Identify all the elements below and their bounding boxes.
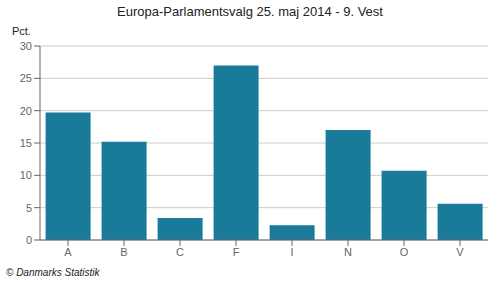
svg-text:O: O bbox=[400, 246, 409, 258]
svg-text:N: N bbox=[344, 246, 352, 258]
svg-text:V: V bbox=[456, 246, 464, 258]
html-text:Europa-Parlamentsvalg 25. maj: Europa-Parlamentsvalg 25. maj 2014 - 9. … bbox=[117, 4, 383, 19]
svg-text:10: 10 bbox=[20, 169, 32, 181]
html-text:© Danmarks Statistik: © Danmarks Statistik bbox=[6, 267, 100, 278]
svg-text:0: 0 bbox=[26, 234, 32, 246]
svg-text:20: 20 bbox=[20, 105, 32, 117]
svg-text:30: 30 bbox=[20, 40, 32, 52]
svg-text:B: B bbox=[120, 246, 127, 258]
html-text:Pct.: Pct. bbox=[12, 25, 31, 37]
svg-text:5: 5 bbox=[26, 202, 32, 214]
svg-text:15: 15 bbox=[20, 137, 32, 149]
svg-text:C: C bbox=[176, 246, 184, 258]
svg-text:A: A bbox=[64, 246, 72, 258]
svg-text:25: 25 bbox=[20, 72, 32, 84]
svg-text:I: I bbox=[290, 246, 293, 258]
svg-text:F: F bbox=[233, 246, 240, 258]
